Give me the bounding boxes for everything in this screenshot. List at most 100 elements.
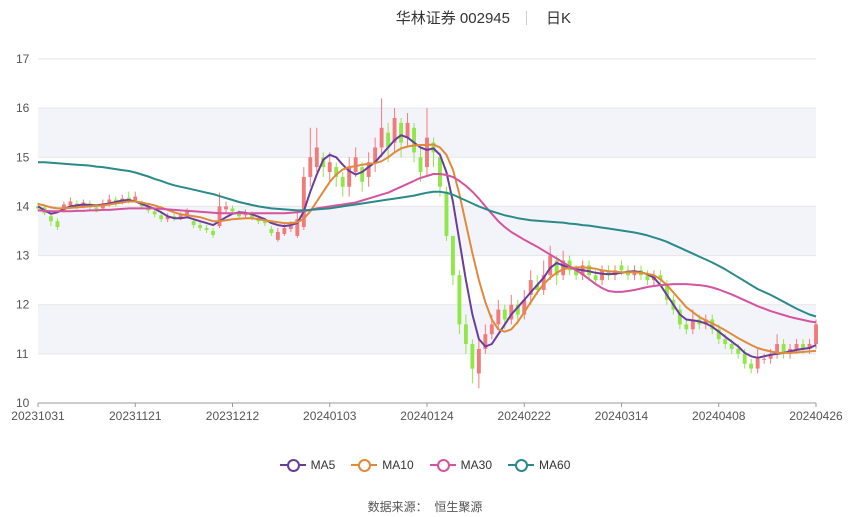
candle-body	[729, 344, 734, 349]
y-tick-label: 15	[16, 150, 30, 164]
candle	[418, 147, 423, 182]
candle-body	[386, 132, 391, 148]
candle-body	[340, 176, 345, 187]
candle	[327, 152, 332, 182]
candle-body	[600, 270, 604, 281]
x-tick-label: 20231121	[109, 409, 162, 423]
kline-chart[interactable]: 10 11 12 13 14 15 16 17 20231031 20231121 2023121…	[0, 0, 850, 440]
candle-body	[755, 358, 760, 369]
x-axis: 20231031 20231121 20231212 20240103 20240124…	[11, 402, 843, 423]
candle-body	[645, 275, 650, 281]
candle-body	[814, 324, 818, 345]
candle-body	[781, 344, 786, 354]
candle	[781, 339, 786, 359]
candle-body	[295, 219, 300, 236]
y-tick-label: 17	[16, 52, 30, 66]
legend-item-ma60[interactable]: MA60	[508, 458, 570, 472]
candle-body	[334, 167, 339, 177]
candle	[386, 122, 391, 163]
candle-body	[794, 344, 799, 349]
candle-body	[191, 221, 196, 226]
candle	[405, 113, 410, 148]
y-axis: 10 11 12 13 14 15 16 17	[16, 52, 30, 410]
candle-body	[360, 167, 365, 182]
candle	[204, 225, 209, 233]
candle	[600, 265, 604, 286]
candle-body	[677, 309, 682, 325]
candle-body	[49, 216, 53, 222]
candle	[476, 339, 481, 389]
candle-body	[269, 229, 274, 233]
candle	[353, 147, 358, 177]
candle-body	[165, 216, 170, 220]
candle-body	[412, 127, 416, 153]
candle-body	[483, 334, 488, 349]
candle	[224, 201, 228, 214]
candle-body	[204, 228, 209, 231]
ma5-line	[37, 134, 817, 359]
candle-body	[366, 162, 371, 177]
legend-item-ma5[interactable]: MA5	[279, 458, 336, 472]
candle	[165, 213, 170, 223]
candle-body	[541, 275, 546, 290]
candle-body	[347, 167, 352, 187]
candle	[425, 108, 429, 177]
candle	[703, 314, 708, 330]
chart-period[interactable]: 日K	[546, 10, 572, 27]
candle-body	[250, 214, 254, 218]
candle-body	[185, 211, 190, 215]
candle-body	[561, 260, 566, 276]
candle-body	[230, 208, 235, 212]
candle	[463, 314, 468, 354]
candle	[314, 127, 319, 173]
x-tick-label: 20231212	[206, 409, 260, 423]
candle-body	[807, 344, 812, 349]
candle	[645, 270, 650, 286]
candle	[269, 226, 274, 236]
candle-body	[418, 157, 423, 173]
candle	[658, 270, 663, 286]
candle-body	[470, 344, 475, 369]
candle-body	[489, 324, 494, 335]
candle	[814, 319, 818, 349]
candle-body	[275, 231, 280, 240]
candle-body	[768, 353, 773, 359]
candle	[606, 265, 611, 281]
candle-body	[450, 235, 455, 276]
candle-body	[262, 221, 267, 224]
candle	[360, 162, 365, 192]
y-tick-label: 13	[16, 249, 30, 263]
candle-body	[775, 344, 780, 354]
y-tick-label: 12	[16, 298, 30, 312]
candle	[690, 309, 695, 335]
candle	[677, 304, 682, 330]
y-tick-label: 11	[16, 347, 29, 361]
legend-label-ma5: MA5	[310, 458, 336, 472]
candle-body	[684, 324, 689, 330]
candle-body	[522, 299, 527, 315]
y-tick-label: 14	[16, 199, 30, 213]
candle-body	[438, 157, 442, 187]
candle-body	[658, 275, 663, 281]
candle	[198, 222, 203, 231]
candle-body	[224, 206, 228, 210]
legend-item-ma10[interactable]: MA10	[351, 458, 414, 472]
candle-body	[619, 265, 624, 271]
ma60-legend-icon	[508, 458, 535, 472]
candle	[399, 117, 404, 158]
candle-body	[535, 285, 540, 290]
candle	[548, 245, 553, 281]
candle-body	[327, 162, 332, 173]
candle-body	[373, 147, 378, 163]
ma10-legend-icon	[351, 458, 378, 472]
candle	[295, 211, 300, 238]
x-tick-label: 20231031	[11, 409, 65, 423]
ma60-line	[38, 161, 817, 318]
candle-body	[593, 275, 598, 281]
legend-item-ma30[interactable]: MA30	[429, 458, 492, 472]
ma30-line	[37, 173, 817, 324]
candle	[755, 348, 760, 374]
candle	[749, 358, 754, 374]
candle-body	[198, 225, 203, 229]
candle-body	[509, 304, 514, 320]
